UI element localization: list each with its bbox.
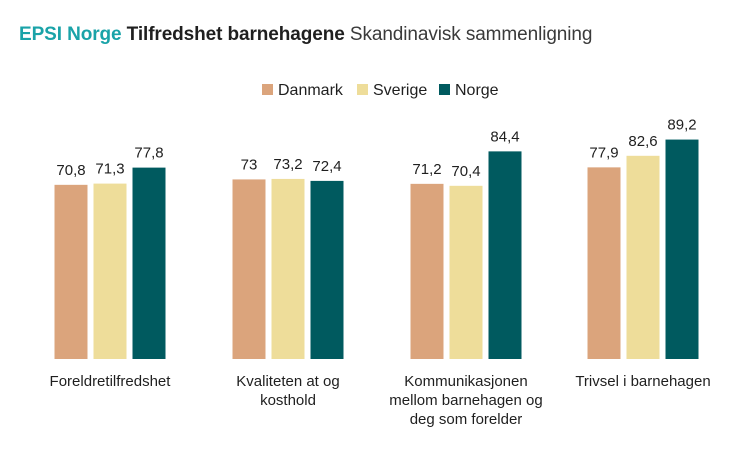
value-label: 77,9 — [589, 144, 618, 161]
bar-sverige — [449, 185, 483, 359]
title-subtitle: Skandinavisk sammenligning — [349, 24, 593, 45]
category-label: Foreldretilfredshet — [50, 373, 172, 390]
value-label: 70,8 — [56, 162, 85, 179]
bar-danmark — [232, 179, 266, 359]
bar-sverige — [626, 155, 660, 359]
legend-label-danmark: Danmark — [278, 82, 344, 99]
value-label: 70,4 — [451, 163, 480, 180]
legend-swatch-norge — [439, 84, 450, 95]
value-label: 89,2 — [667, 117, 696, 134]
category-label: Trivsel i barnehagen — [575, 373, 710, 390]
value-label: 73 — [241, 156, 258, 173]
legend-label-sverige: Sverige — [373, 82, 427, 99]
value-label: 72,4 — [312, 158, 341, 175]
legend-swatch-sverige — [357, 84, 368, 95]
title-main: Tilfredshet barnehagene — [126, 24, 345, 45]
bar-norge — [132, 167, 166, 359]
category-label: Kommunikasjonen — [404, 373, 527, 390]
bar-danmark — [410, 183, 444, 359]
value-label: 71,2 — [412, 161, 441, 178]
value-label: 73,2 — [273, 156, 302, 173]
category-label: deg som forelder — [410, 411, 523, 428]
chart-title: EPSI Norge Tilfredshet barnehagene Skand… — [19, 24, 592, 46]
title-brand: EPSI Norge — [19, 24, 122, 45]
legend-swatch-danmark — [262, 84, 273, 95]
value-label: 77,8 — [134, 145, 163, 162]
bar-norge — [665, 139, 699, 359]
bar-norge — [310, 180, 344, 359]
bar-sverige — [271, 178, 305, 359]
bar-danmark — [54, 184, 88, 359]
category-label: mellom barnehagen og — [389, 392, 542, 409]
value-label: 71,3 — [95, 161, 124, 178]
category-label: Kvaliteten at og — [236, 373, 339, 390]
bar-sverige — [93, 183, 127, 359]
legend-label-norge: Norge — [455, 82, 499, 99]
bar-danmark — [587, 167, 621, 359]
category-label: kosthold — [260, 392, 316, 409]
bar-norge — [488, 151, 522, 359]
value-label: 84,4 — [490, 128, 519, 145]
value-label: 82,6 — [628, 133, 657, 150]
